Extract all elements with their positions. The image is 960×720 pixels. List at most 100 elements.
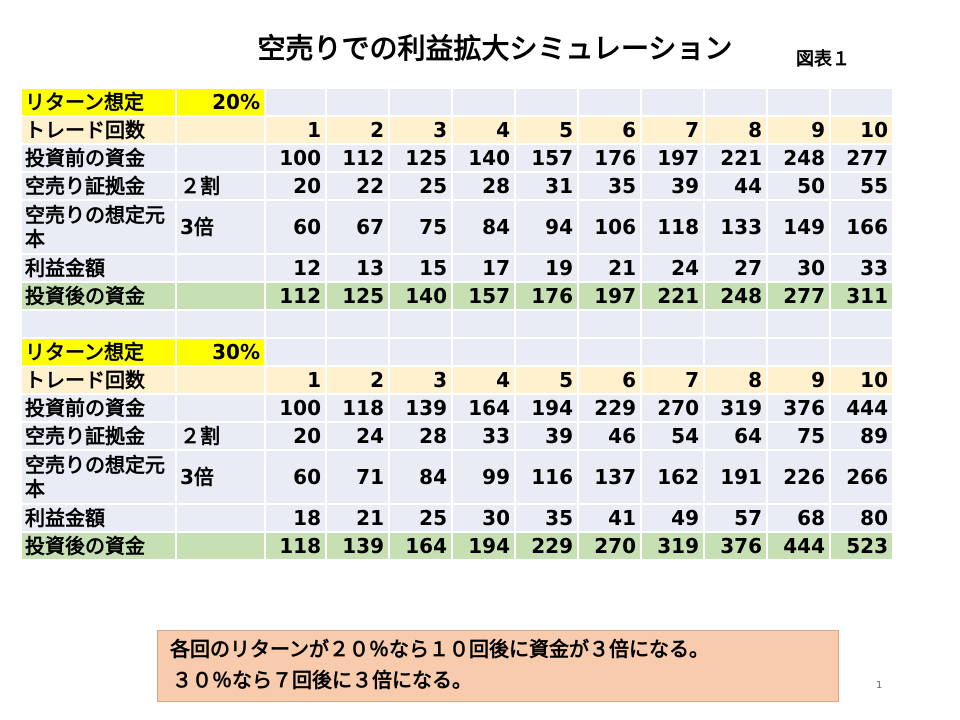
value-cell: 20 — [266, 423, 325, 449]
capital-after-row: 投資後の資金 118 139 164 194 229 270 319 376 444 523 — [22, 533, 892, 559]
trade-number: 6 — [579, 117, 640, 143]
row-label: 投資前の資金 — [22, 395, 175, 421]
value-cell: 319 — [642, 533, 703, 559]
empty-cell — [579, 339, 640, 365]
trade-number: 9 — [768, 367, 829, 393]
empty-cell — [768, 339, 829, 365]
value-cell: 15 — [390, 255, 451, 281]
empty-cell — [266, 311, 325, 337]
value-cell: 27 — [705, 255, 766, 281]
value-cell: 22 — [327, 173, 388, 199]
value-cell: 46 — [579, 423, 640, 449]
value-cell: 54 — [642, 423, 703, 449]
value-cell: 197 — [642, 145, 703, 171]
value-cell: 49 — [642, 505, 703, 531]
row-param: 3倍 — [177, 451, 264, 503]
value-cell: 166 — [831, 201, 892, 253]
trade-number: 1 — [266, 367, 325, 393]
return-value: 30% — [177, 339, 264, 365]
value-cell: 139 — [327, 533, 388, 559]
simulation-table: リターン想定 20% トレード回数 1 2 3 4 5 6 7 8 9 10 投資前の資金 100 112 12… — [20, 87, 894, 561]
trade-number: 9 — [768, 117, 829, 143]
empty-cell — [831, 311, 892, 337]
row-label: 空売り証拠金 — [22, 173, 175, 199]
figure-label: 図表１ — [796, 49, 850, 70]
row-param: 3倍 — [177, 201, 264, 253]
value-cell: 30 — [453, 505, 514, 531]
empty-cell — [266, 339, 325, 365]
value-cell: 94 — [516, 201, 577, 253]
empty-cell — [516, 339, 577, 365]
empty-cell — [390, 339, 451, 365]
value-cell: 137 — [579, 451, 640, 503]
value-cell: 523 — [831, 533, 892, 559]
value-cell: 176 — [516, 283, 577, 309]
value-cell: 116 — [516, 451, 577, 503]
return-header-row: リターン想定 30% — [22, 339, 892, 365]
empty-cell — [516, 89, 577, 115]
row-label: 空売りの想定元本 — [22, 451, 175, 503]
value-cell: 164 — [390, 533, 451, 559]
value-cell: 99 — [453, 451, 514, 503]
value-cell: 226 — [768, 451, 829, 503]
principal-row: 空売りの想定元本 3倍 60 67 75 84 94 106 118 133 149 166 — [22, 201, 892, 253]
empty-cell — [705, 89, 766, 115]
value-cell: 50 — [768, 173, 829, 199]
value-cell: 71 — [327, 451, 388, 503]
trade-count-label: トレード回数 — [22, 117, 175, 143]
value-cell: 133 — [705, 201, 766, 253]
value-cell: 149 — [768, 201, 829, 253]
value-cell: 31 — [516, 173, 577, 199]
param-cell — [177, 367, 264, 393]
trade-number: 6 — [579, 367, 640, 393]
value-cell: 112 — [327, 145, 388, 171]
value-cell: 140 — [390, 283, 451, 309]
margin-row: 空売り証拠金 ２割 20 22 25 28 31 35 39 44 50 55 — [22, 173, 892, 199]
value-cell: 28 — [390, 423, 451, 449]
value-cell: 157 — [516, 145, 577, 171]
return-label: リターン想定 — [22, 339, 175, 365]
margin-row: 空売り証拠金 ２割 20 24 28 33 39 46 54 64 75 89 — [22, 423, 892, 449]
empty-cell — [705, 339, 766, 365]
value-cell: 44 — [705, 173, 766, 199]
value-cell: 18 — [266, 505, 325, 531]
slide-title: 空売りでの利益拡大シミュレーション — [257, 32, 733, 65]
empty-cell — [22, 311, 175, 337]
empty-cell — [831, 339, 892, 365]
capital-before-row: 投資前の資金 100 112 125 140 157 176 197 221 248 277 — [22, 145, 892, 171]
value-cell: 41 — [579, 505, 640, 531]
param-cell — [177, 117, 264, 143]
empty-cell — [579, 89, 640, 115]
value-cell: 75 — [768, 423, 829, 449]
value-cell: 157 — [453, 283, 514, 309]
value-cell: 33 — [831, 255, 892, 281]
profit-row: 利益金額 12 13 15 17 19 21 24 27 30 33 — [22, 255, 892, 281]
value-cell: 57 — [705, 505, 766, 531]
value-cell: 376 — [705, 533, 766, 559]
value-cell: 118 — [642, 201, 703, 253]
profit-row: 利益金額 18 21 25 30 35 41 49 57 68 80 — [22, 505, 892, 531]
empty-cell — [705, 311, 766, 337]
note-line-1: 各回のリターンが２０％なら１０回後に資金が３倍になる。 — [170, 637, 709, 661]
value-cell: 221 — [642, 283, 703, 309]
empty-cell — [177, 311, 264, 337]
value-cell: 125 — [390, 145, 451, 171]
value-cell: 35 — [579, 173, 640, 199]
row-label: 投資後の資金 — [22, 533, 175, 559]
return-value: 20% — [177, 89, 264, 115]
trade-count-label: トレード回数 — [22, 367, 175, 393]
value-cell: 266 — [831, 451, 892, 503]
value-cell: 60 — [266, 451, 325, 503]
value-cell: 60 — [266, 201, 325, 253]
row-param — [177, 395, 264, 421]
trade-count-row: トレード回数 1 2 3 4 5 6 7 8 9 10 — [22, 367, 892, 393]
page-number: 1 — [876, 680, 883, 691]
value-cell: 89 — [831, 423, 892, 449]
return-label: リターン想定 — [22, 89, 175, 115]
empty-cell — [453, 339, 514, 365]
value-cell: 139 — [390, 395, 451, 421]
value-cell: 100 — [266, 145, 325, 171]
trade-number: 4 — [453, 367, 514, 393]
empty-cell — [768, 89, 829, 115]
value-cell: 12 — [266, 255, 325, 281]
